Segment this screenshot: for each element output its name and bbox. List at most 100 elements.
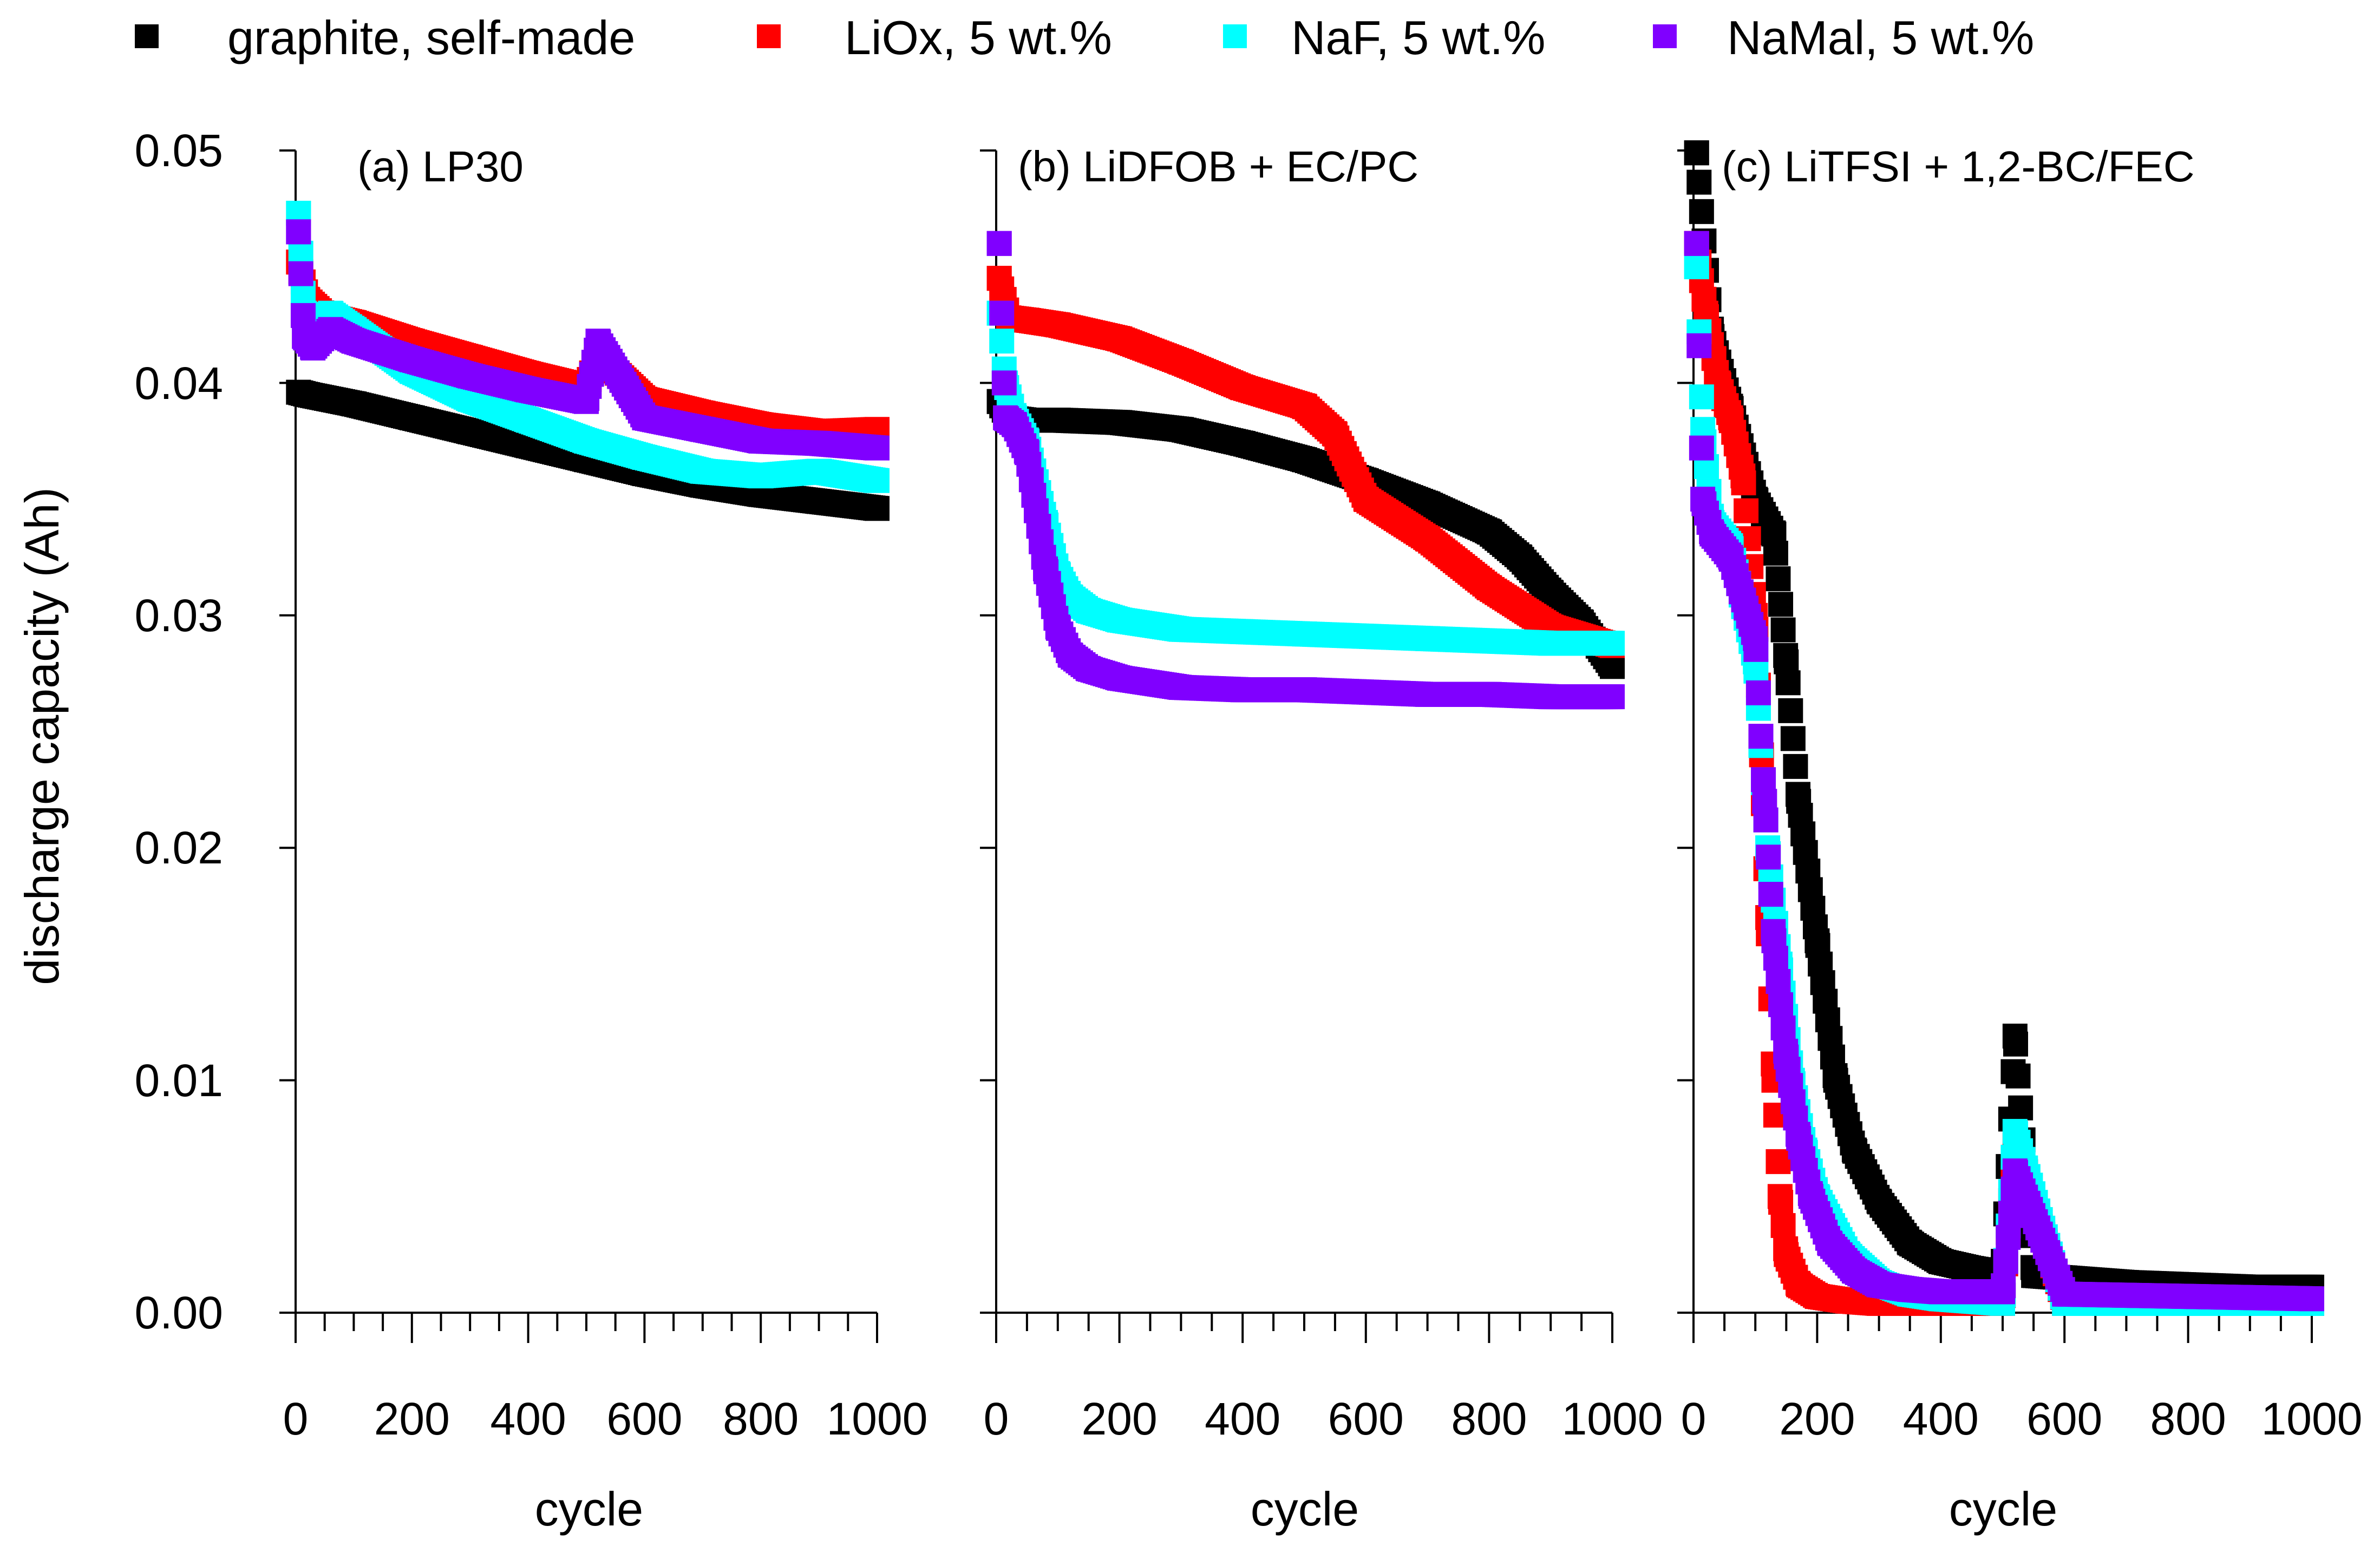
y-tick-labels: 0.00 0.01 0.02 0.03 0.04 0.05 bbox=[135, 125, 224, 1338]
data-point bbox=[1761, 928, 1787, 953]
data-point bbox=[1600, 684, 1625, 710]
data-point bbox=[399, 405, 424, 430]
data-point bbox=[1076, 656, 1101, 682]
data-point bbox=[1804, 1283, 1830, 1309]
data-point bbox=[1476, 628, 1502, 654]
legend-marker-liox bbox=[757, 24, 781, 48]
data-point bbox=[286, 219, 311, 245]
legend-marker-namal bbox=[1653, 24, 1677, 48]
data-point bbox=[865, 435, 890, 461]
data-point bbox=[2299, 1286, 2324, 1312]
data-point bbox=[1684, 231, 1709, 256]
panel-title-c: (c) LiTFSI + 1,2-BC/FEC bbox=[1722, 142, 2194, 191]
data-point bbox=[1689, 199, 1714, 224]
data-point bbox=[1107, 665, 1132, 691]
x-tick-label-a: 200 bbox=[374, 1393, 450, 1444]
data-point bbox=[1734, 498, 1759, 523]
data-point bbox=[1718, 405, 1743, 430]
data-point bbox=[1774, 649, 1799, 674]
data-point bbox=[457, 363, 483, 389]
data-point bbox=[1033, 556, 1058, 581]
data-point bbox=[1778, 698, 1803, 723]
data-point bbox=[1770, 617, 1796, 643]
y-tick-label: 0.00 bbox=[135, 1287, 224, 1338]
legend-marker-naf bbox=[1223, 24, 1247, 48]
panel-a-lp30: 0 200 400 600 800 1000 (a) LP30 cycle bbox=[279, 142, 927, 1536]
data-point bbox=[806, 431, 832, 456]
data-point bbox=[515, 377, 541, 403]
data-point bbox=[1600, 631, 1625, 656]
data-point bbox=[1766, 969, 1791, 994]
data-point bbox=[1798, 1184, 1823, 1209]
data-point bbox=[1476, 519, 1502, 545]
legend-label-liox: LiOx, 5 wt.% bbox=[845, 11, 1112, 64]
panel-b-lidfob: 0 200 400 600 800 1000 (b) LiDFOB + EC/PC cyc… bbox=[980, 142, 1663, 1536]
data-point bbox=[1107, 607, 1132, 633]
data-point bbox=[1689, 435, 1714, 461]
data-point bbox=[1768, 592, 1794, 617]
data-point bbox=[1993, 1249, 2018, 1274]
data-point bbox=[1292, 394, 1317, 419]
data-point bbox=[865, 496, 890, 521]
legend-entry-liox: LiOx, 5 wt.% bbox=[757, 11, 1112, 64]
data-point bbox=[1823, 1067, 1848, 1093]
data-point bbox=[1752, 789, 1777, 814]
x-axis-label-a: cycle bbox=[535, 1482, 644, 1536]
data-point bbox=[806, 458, 832, 484]
data-point bbox=[1684, 140, 1709, 166]
data-point bbox=[288, 261, 313, 286]
data-point bbox=[1168, 349, 1194, 375]
data-point bbox=[1786, 1125, 1812, 1151]
x-tick-label-a: 800 bbox=[723, 1393, 799, 1444]
x-tick-label-a: 400 bbox=[491, 1393, 566, 1444]
x-tick-label-a: 600 bbox=[606, 1393, 682, 1444]
data-point bbox=[457, 419, 483, 444]
data-point bbox=[1770, 1015, 1796, 1040]
data-point bbox=[2008, 1095, 2034, 1121]
data-point bbox=[1770, 1213, 1796, 1238]
data-point bbox=[1767, 1184, 1793, 1209]
x-tick-label-a: 1000 bbox=[827, 1393, 928, 1444]
data-point bbox=[1897, 1277, 1923, 1302]
data-point bbox=[1107, 410, 1132, 435]
data-point bbox=[1045, 614, 1070, 640]
data-point bbox=[574, 389, 599, 414]
legend: graphite, self-made LiOx, 5 wt.% NaF, 5 … bbox=[135, 11, 2034, 64]
data-point bbox=[1743, 626, 1768, 651]
x-tick-label-b: 600 bbox=[1328, 1393, 1404, 1444]
data-point bbox=[1959, 1256, 1984, 1281]
data-point bbox=[1415, 682, 1440, 707]
x-tick-label-c: 0 bbox=[1681, 1393, 1706, 1444]
data-point bbox=[1841, 1258, 1867, 1283]
data-point bbox=[1928, 1249, 1953, 1274]
data-point bbox=[1699, 521, 1725, 547]
x-tick-label-c: 200 bbox=[1779, 1393, 1855, 1444]
data-point bbox=[1768, 992, 1794, 1018]
data-point bbox=[341, 391, 367, 417]
data-point bbox=[1748, 724, 1774, 749]
data-point bbox=[1990, 1279, 2015, 1305]
data-point bbox=[632, 444, 657, 470]
data-point bbox=[986, 266, 1012, 291]
data-point bbox=[1841, 1137, 1867, 1163]
panel-c-litfsi: 0 200 400 600 800 1000 (c) LiTFSI + 1,2-BC/FE… bbox=[1677, 140, 2362, 1536]
data-point bbox=[1230, 431, 1256, 456]
legend-label-graphite: graphite, self-made bbox=[227, 11, 635, 64]
data-point bbox=[1866, 1188, 1892, 1214]
data-point bbox=[1322, 421, 1348, 447]
legend-entry-namal: NaMal, 5 wt.% bbox=[1653, 11, 2034, 64]
legend-entry-graphite: graphite, self-made bbox=[135, 11, 635, 64]
series-b-1 bbox=[986, 266, 1625, 658]
data-point bbox=[318, 317, 343, 342]
data-point bbox=[1730, 463, 1756, 489]
x-tick-label-c: 400 bbox=[1903, 1393, 1979, 1444]
x-tick-label-b: 1000 bbox=[1562, 1393, 1663, 1444]
data-point bbox=[989, 329, 1015, 354]
x-axis-label-b: cycle bbox=[1251, 1482, 1359, 1536]
y-tick-label: 0.02 bbox=[135, 822, 224, 873]
data-point bbox=[2002, 1024, 2028, 1049]
x-axis-label-c: cycle bbox=[1949, 1482, 2058, 1536]
data-point bbox=[2002, 1119, 2028, 1144]
x-tick-label-b: 200 bbox=[1082, 1393, 1158, 1444]
data-point bbox=[1168, 674, 1194, 700]
